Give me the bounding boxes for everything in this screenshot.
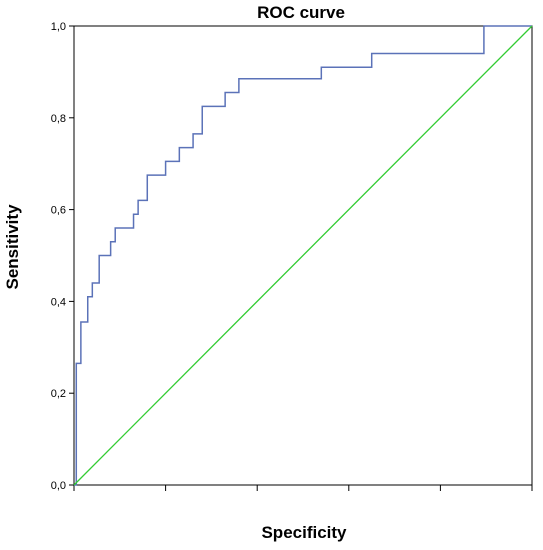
plot-frame: [73, 25, 533, 486]
y-tick-label: 0,8: [51, 113, 66, 125]
y-tick-label: 1,0: [51, 21, 66, 33]
reference-diagonal-line: [73, 25, 533, 486]
plot-series: [73, 25, 533, 486]
y-tick-label: 0,4: [51, 296, 66, 308]
x-axis-label: Specificity: [261, 523, 347, 542]
y-tick-label: 0,0: [51, 480, 66, 492]
roc-curve-line: [74, 25, 532, 486]
chart-title: ROC curve: [257, 3, 345, 22]
y-tick-label: 0,2: [51, 388, 66, 400]
axis-ticks: 0,0 0,2 0,4 0,6 0,8 1,0: [51, 21, 533, 492]
y-axis-label: Sensitivity: [3, 204, 22, 290]
y-tick-label: 0,6: [51, 205, 66, 217]
